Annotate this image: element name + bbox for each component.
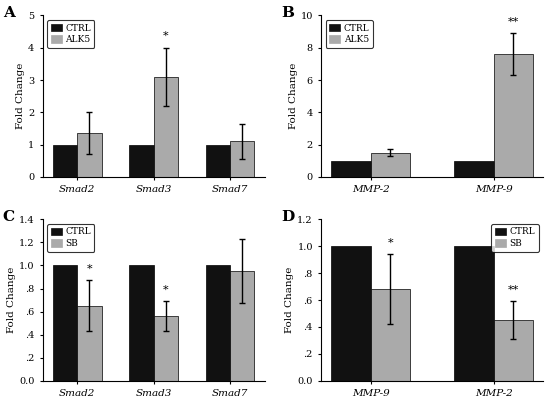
Text: B: B	[281, 6, 294, 20]
Bar	[153, 316, 178, 381]
Bar	[53, 145, 77, 177]
Text: **: **	[508, 285, 519, 295]
Y-axis label: Fold Change: Fold Change	[289, 63, 298, 129]
Bar	[153, 77, 178, 177]
Text: D: D	[281, 210, 294, 224]
Text: *: *	[87, 264, 92, 274]
Y-axis label: Fold Change: Fold Change	[16, 63, 25, 129]
Bar	[493, 320, 533, 381]
Bar	[454, 246, 493, 381]
Legend: CTRL, SB: CTRL, SB	[491, 224, 538, 252]
Bar	[454, 161, 493, 177]
Y-axis label: Fold Change: Fold Change	[285, 267, 294, 333]
Legend: CTRL, ALK5: CTRL, ALK5	[326, 20, 373, 48]
Bar	[53, 265, 77, 381]
Text: *: *	[163, 285, 169, 295]
Bar	[230, 141, 255, 177]
Bar	[493, 54, 533, 177]
Text: *: *	[387, 238, 393, 248]
Legend: CTRL, SB: CTRL, SB	[47, 224, 95, 252]
Bar	[77, 133, 102, 177]
Bar	[206, 145, 230, 177]
Bar	[129, 265, 153, 381]
Bar	[371, 289, 410, 381]
Text: C: C	[3, 210, 15, 224]
Text: A: A	[3, 6, 15, 20]
Legend: CTRL, ALK5: CTRL, ALK5	[47, 20, 95, 48]
Bar	[206, 265, 230, 381]
Bar	[77, 306, 102, 381]
Y-axis label: Fold Change: Fold Change	[7, 267, 16, 333]
Bar	[331, 161, 371, 177]
Bar	[129, 145, 153, 177]
Bar	[230, 271, 255, 381]
Bar	[331, 246, 371, 381]
Text: *: *	[163, 31, 169, 41]
Bar	[371, 153, 410, 177]
Text: **: **	[508, 17, 519, 27]
